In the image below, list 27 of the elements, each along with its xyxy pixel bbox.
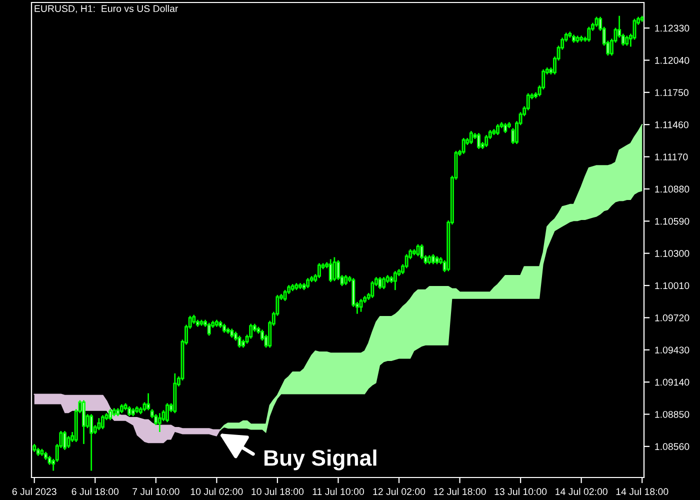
y-tick-label: 1.08560 [655,443,690,450]
y-tick-label: 1.11750 [655,89,688,96]
x-tick-label: 13 Jul 10:00 [494,488,547,496]
x-tick-label: 12 Jul 02:00 [373,488,426,496]
chart-title: EURUSD, H1: Euro vs US Dollar [34,4,178,14]
y-tick-label: 1.09720 [655,314,690,322]
y-tick-label: 1.09140 [655,378,690,386]
y-tick-label: 1.10590 [655,218,690,225]
y-tick-label: 1.10010 [655,282,690,290]
y-tick-label: 1.08850 [655,410,690,418]
x-tick-label: 6 Jul 18:00 [72,488,119,496]
y-tick-label: 1.10300 [655,250,690,257]
x-tick-label: 10 Jul 18:00 [252,488,304,496]
y-tick-label: 1.12040 [655,56,690,64]
x-tick-label: 11 Jul 10:00 [312,488,364,496]
y-tick-label: 1.10880 [655,186,690,193]
x-tick-label: 6 Jul 2023 [12,488,56,496]
y-tick-label: 1.12330 [655,24,690,32]
x-tick-label: 14 Jul 18:00 [616,488,668,496]
y-tick-label: 1.09430 [655,346,690,354]
x-tick-label: 12 Jul 18:00 [434,488,486,496]
annotation: Buy Signal [264,450,376,470]
x-tick-label: 14 Jul 02:00 [556,488,608,496]
y-tick-label: 1.11170 [655,154,688,160]
x-tick-label: 10 Jul 02:00 [190,488,243,496]
x-tick-label: 7 Jul 10:00 [132,488,180,496]
y-tick-label: 1.11460 [655,121,688,128]
